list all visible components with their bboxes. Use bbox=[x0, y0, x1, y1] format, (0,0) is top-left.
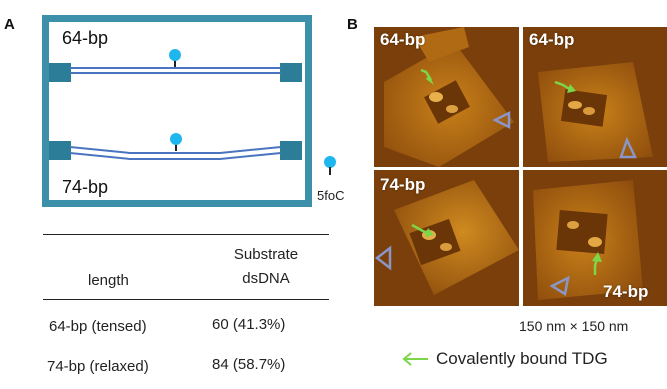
label-74bp: 74-bp bbox=[62, 177, 109, 197]
afm-image-64bp-2: 64-bp bbox=[523, 27, 667, 167]
afm-label-4: 74-bp bbox=[603, 282, 649, 301]
frame-anchor-left-top bbox=[49, 63, 71, 82]
5foc-stem-top bbox=[174, 59, 176, 67]
frame-anchor-right-top bbox=[280, 63, 302, 82]
frame-anchor-right-bottom bbox=[280, 141, 302, 160]
panel-a-letter: A bbox=[4, 16, 15, 33]
label-64bp: 64-bp bbox=[62, 28, 109, 48]
afm-image-64bp-1: 64-bp bbox=[374, 27, 519, 167]
frame-anchor-left-bottom bbox=[49, 141, 71, 160]
5foc-legend-label: 5foC bbox=[317, 188, 345, 203]
afm-texture-2 bbox=[523, 27, 667, 167]
table-row-2-value: 84 (58.7%) bbox=[212, 356, 286, 373]
green-arrow-icon bbox=[402, 352, 428, 366]
dna-strands-bottom bbox=[70, 146, 282, 160]
table-top-rule bbox=[43, 234, 329, 235]
panel-b-letter: B bbox=[347, 16, 358, 33]
table-row-1-value: 60 (41.3%) bbox=[212, 316, 286, 333]
afm-texture-1 bbox=[374, 27, 519, 167]
5foc-dot-top bbox=[169, 49, 181, 61]
afm-texture-3 bbox=[374, 170, 519, 306]
afm-image-74bp-2: 74-bp bbox=[523, 170, 667, 306]
5foc-dot-bottom bbox=[170, 133, 182, 145]
afm-label-2: 64-bp bbox=[529, 30, 575, 49]
table-row-2-length: 74-bp (relaxed) bbox=[47, 358, 149, 375]
afm-image-74bp-1: 74-bp bbox=[374, 170, 519, 306]
dna-strand-top-1 bbox=[70, 67, 281, 69]
dna-strand-top-2 bbox=[70, 72, 281, 74]
afm-label-3: 74-bp bbox=[380, 175, 426, 194]
5foc-legend-dot bbox=[324, 156, 336, 168]
5foc-stem-bottom bbox=[175, 143, 177, 151]
legend-tdg: Covalently bound TDG bbox=[436, 349, 608, 368]
table-header-rule bbox=[43, 299, 329, 300]
afm-label-1: 64-bp bbox=[380, 30, 426, 49]
origami-frame bbox=[42, 15, 312, 207]
table-header-dsdna: dsDNA bbox=[242, 270, 290, 287]
scale-caption: 150 nm × 150 nm bbox=[519, 318, 629, 334]
afm-texture-4 bbox=[523, 170, 667, 306]
table-header-length: length bbox=[88, 272, 129, 289]
5foc-legend-stem bbox=[329, 167, 331, 175]
table-header-substrate: Substrate bbox=[233, 246, 299, 263]
table-row-1-length: 64-bp (tensed) bbox=[49, 318, 147, 335]
